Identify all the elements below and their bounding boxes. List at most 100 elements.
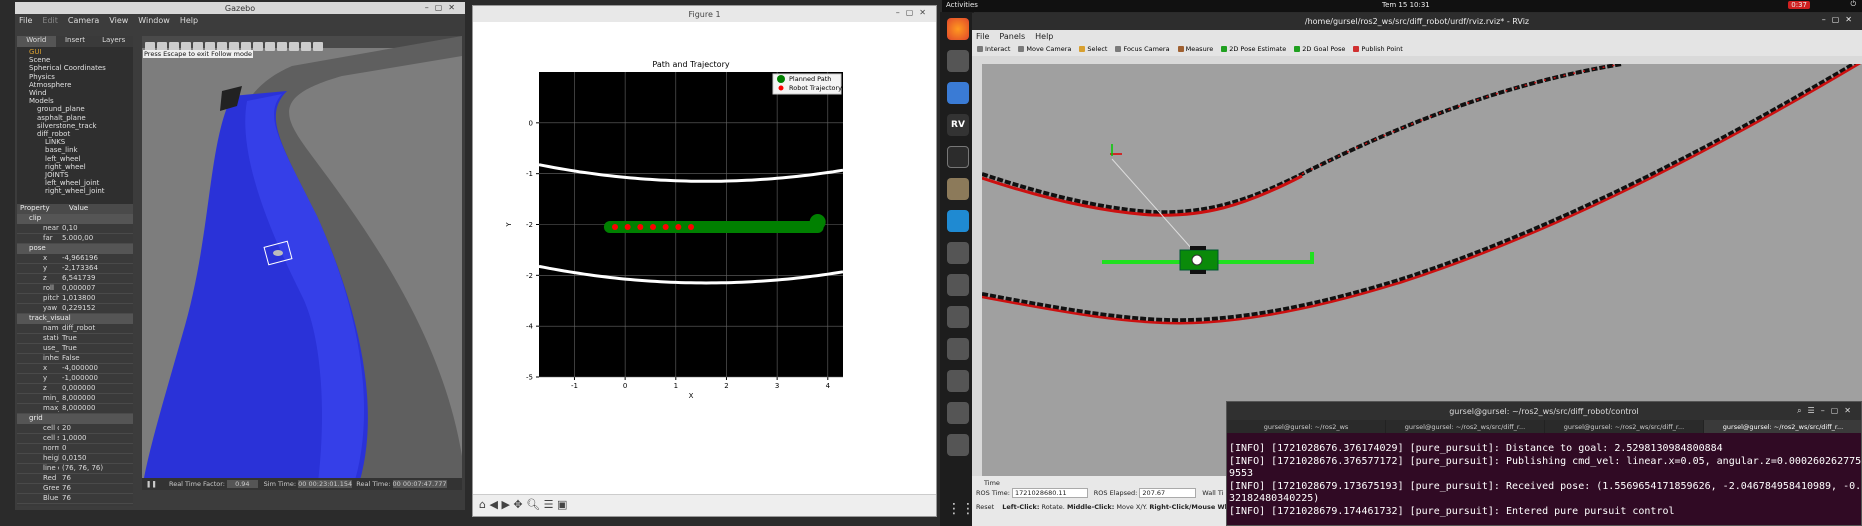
scale-tool-icon[interactable] xyxy=(181,42,191,51)
property-row[interactable]: z 6,541739 xyxy=(17,274,133,284)
tool-publish-point[interactable]: Publish Point xyxy=(1353,45,1403,53)
property-value[interactable]: (76, 76, 76) xyxy=(59,464,133,473)
app-icon[interactable] xyxy=(947,370,969,392)
window-controls[interactable]: ⌕☰–▢✕ xyxy=(1797,406,1857,415)
home-icon[interactable]: ⌂ xyxy=(479,498,486,511)
tab-layers[interactable]: Layers xyxy=(102,36,126,44)
property-value[interactable]: True xyxy=(59,334,133,343)
property-row[interactable]: Blue 76 xyxy=(17,494,133,504)
property-row[interactable]: height0,0150 xyxy=(17,454,133,464)
cylinder-icon[interactable] xyxy=(241,42,251,51)
property-row[interactable]: y -1,000000 xyxy=(17,374,133,384)
back-icon[interactable]: ◀ xyxy=(489,498,498,511)
pause-button[interactable]: ❚❚ xyxy=(146,480,159,488)
select-tool-icon[interactable] xyxy=(145,42,155,51)
gazebo-titlebar[interactable]: Gazebo –▢✕ xyxy=(15,2,465,14)
property-row[interactable]: pitch 1,013800 xyxy=(17,294,133,304)
menu-edit[interactable]: Edit xyxy=(42,15,58,25)
tree-item[interactable]: Spherical Coordinates xyxy=(29,64,106,73)
pan-icon[interactable]: ✥ xyxy=(513,498,523,511)
rviz-icon[interactable]: RV xyxy=(947,114,969,136)
menu-help[interactable]: Help xyxy=(1035,31,1054,41)
app-icon[interactable] xyxy=(947,402,969,424)
menu-view[interactable]: View xyxy=(109,15,129,25)
menu-camera[interactable]: Camera xyxy=(67,15,100,25)
firefox-icon[interactable] xyxy=(947,18,969,40)
property-row[interactable]: near 0,10 xyxy=(17,224,133,234)
property-row[interactable]: far 5.000,00 xyxy=(17,234,133,244)
property-value[interactable]: False xyxy=(59,354,133,363)
property-row[interactable]: y -2,173364 xyxy=(17,264,133,274)
tree-item[interactable]: left_wheel_joint xyxy=(45,179,100,188)
property-row[interactable]: inheritFalse xyxy=(17,354,133,364)
property-value[interactable]: 1,0000 xyxy=(59,434,133,443)
property-value[interactable]: -4,000000 xyxy=(59,364,133,373)
tool-focus-camera[interactable]: Focus Camera xyxy=(1115,45,1170,53)
menu-help[interactable]: Help xyxy=(179,15,199,25)
app-icon[interactable] xyxy=(947,338,969,360)
app-icon[interactable] xyxy=(947,434,969,456)
translate-tool-icon[interactable] xyxy=(157,42,167,51)
property-row[interactable]: namediff_robot xyxy=(17,324,133,334)
tool-move-camera[interactable]: Move Camera xyxy=(1018,45,1071,53)
property-section[interactable]: pose xyxy=(17,244,133,254)
property-value[interactable]: 76 xyxy=(59,484,133,493)
snap-icon[interactable] xyxy=(301,42,311,51)
files-icon[interactable] xyxy=(947,50,969,72)
box-icon[interactable] xyxy=(217,42,227,51)
battery-badge[interactable]: 0:37 xyxy=(1788,1,1810,9)
tab-world[interactable]: World xyxy=(17,36,56,47)
ros-elapsed-field[interactable]: 207.67 xyxy=(1139,488,1197,498)
property-value[interactable]: 0,000000 xyxy=(59,384,133,393)
light-icon[interactable] xyxy=(253,42,263,51)
forward-icon[interactable]: ▶ xyxy=(501,498,510,511)
terminal-tab[interactable]: gursel@gursel: ~/ros2_ws xyxy=(1227,420,1386,433)
tool-interact[interactable]: Interact xyxy=(977,45,1010,53)
property-row[interactable]: Red 76 xyxy=(17,474,133,484)
app-icon[interactable] xyxy=(947,306,969,328)
tool-select[interactable]: Select xyxy=(1079,45,1107,53)
screenshot-icon[interactable] xyxy=(313,42,323,51)
power-icon[interactable]: ⏻ xyxy=(1850,0,1856,8)
terminal-titlebar[interactable]: gursel@gursel: ~/ros2_ws/src/diff_robot/… xyxy=(1227,402,1861,420)
ros-time-field[interactable]: 1721028680.11 xyxy=(1012,488,1088,498)
tree-item[interactable]: Atmosphere xyxy=(29,80,72,89)
tree-item[interactable]: Physics xyxy=(29,72,55,81)
property-section[interactable]: track_visual xyxy=(17,314,133,324)
menu-file[interactable]: File xyxy=(19,15,33,25)
sphere-icon[interactable] xyxy=(229,42,239,51)
property-row[interactable]: x -4,000000 xyxy=(17,364,133,374)
terminal-tab[interactable]: gursel@gursel: ~/ros2_ws/src/diff_r... xyxy=(1386,420,1545,433)
vscode-icon[interactable] xyxy=(947,210,969,232)
property-row[interactable]: roll 0,000007 xyxy=(17,284,133,294)
tool-2d-pose-estimate[interactable]: 2D Pose Estimate xyxy=(1221,45,1286,53)
property-value[interactable]: 0 xyxy=(59,444,133,453)
property-value[interactable]: 8,000000 xyxy=(59,404,133,413)
configure-icon[interactable]: ☰ xyxy=(543,498,554,511)
property-value[interactable]: 8,000000 xyxy=(59,394,133,403)
paste-icon[interactable] xyxy=(277,42,287,51)
property-row[interactable]: cell size1,0000 xyxy=(17,434,133,444)
tree-item[interactable]: base_link xyxy=(45,146,78,155)
reset-button[interactable]: Reset xyxy=(976,503,995,511)
property-value[interactable]: -2,173364 xyxy=(59,264,133,273)
rviz-titlebar[interactable]: /home/gursel/ros2_ws/src/diff_robot/urdf… xyxy=(972,13,1862,30)
menu-panels[interactable]: Panels xyxy=(999,31,1026,41)
property-value[interactable]: -1,000000 xyxy=(59,374,133,383)
property-value[interactable]: 0,000007 xyxy=(59,284,133,293)
property-row[interactable]: x -4,966196 xyxy=(17,254,133,264)
property-row[interactable]: yaw 0,229152 xyxy=(17,304,133,314)
tree-item[interactable]: right_wheel xyxy=(45,162,86,171)
terminal-icon[interactable] xyxy=(947,146,969,168)
tool-2d-goal-pose[interactable]: 2D Goal Pose xyxy=(1294,45,1345,53)
tree-item[interactable]: left_wheel xyxy=(45,154,81,163)
property-row[interactable]: max_dist8,000000 xyxy=(17,404,133,414)
app-icon[interactable] xyxy=(947,242,969,264)
property-value[interactable]: 20 xyxy=(59,424,133,433)
app-icon[interactable] xyxy=(947,274,969,296)
terminal-tab[interactable]: gursel@gursel: ~/ros2_ws/src/diff_r... xyxy=(1545,420,1704,433)
tree-item[interactable]: Wind xyxy=(29,89,47,98)
property-value[interactable]: 6,541739 xyxy=(59,274,133,283)
property-value[interactable]: 1,013800 xyxy=(59,294,133,303)
undo-icon[interactable] xyxy=(193,42,203,51)
